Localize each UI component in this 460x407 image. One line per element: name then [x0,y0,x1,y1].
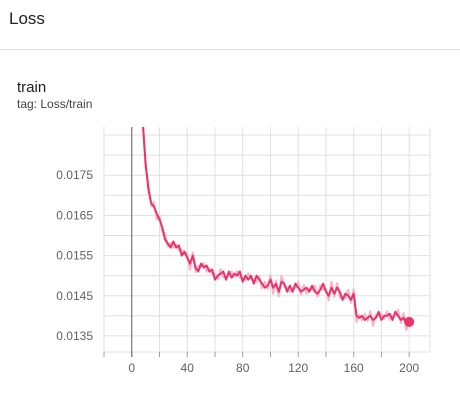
section-title: Loss [9,9,45,28]
x-tick-label: 40 [181,361,195,375]
x-tick-label: 200 [399,361,419,375]
y-tick-label: 0.0175 [56,168,93,182]
axes [103,127,431,357]
tag-label: tag: [17,97,41,111]
x-tick-label: 0 [128,361,135,375]
grid [103,127,430,352]
x-tick-label: 120 [288,361,308,375]
y-tick-label: 0.0135 [56,329,93,343]
tag-value: Loss/train [40,97,93,111]
section-header: Loss [0,0,460,50]
x-tick-label: 80 [236,361,250,375]
card-tag: tag: Loss/train [17,97,92,111]
series-line [142,127,410,325]
series-line-layer [142,127,415,327]
y-tick-label: 0.0145 [56,289,93,303]
tick-labels: 0 40 80 120 160 200 0.0135 0.0145 0.0155 0.0165 0.… [56,168,419,375]
series-end-marker [404,316,415,327]
y-tick-label: 0.0155 [56,249,93,263]
card-title: train [17,79,47,96]
raw-series-band [142,127,411,331]
x-tick-label: 160 [344,361,364,375]
y-tick-label: 0.0165 [56,208,93,222]
raw-series-line [142,127,411,331]
